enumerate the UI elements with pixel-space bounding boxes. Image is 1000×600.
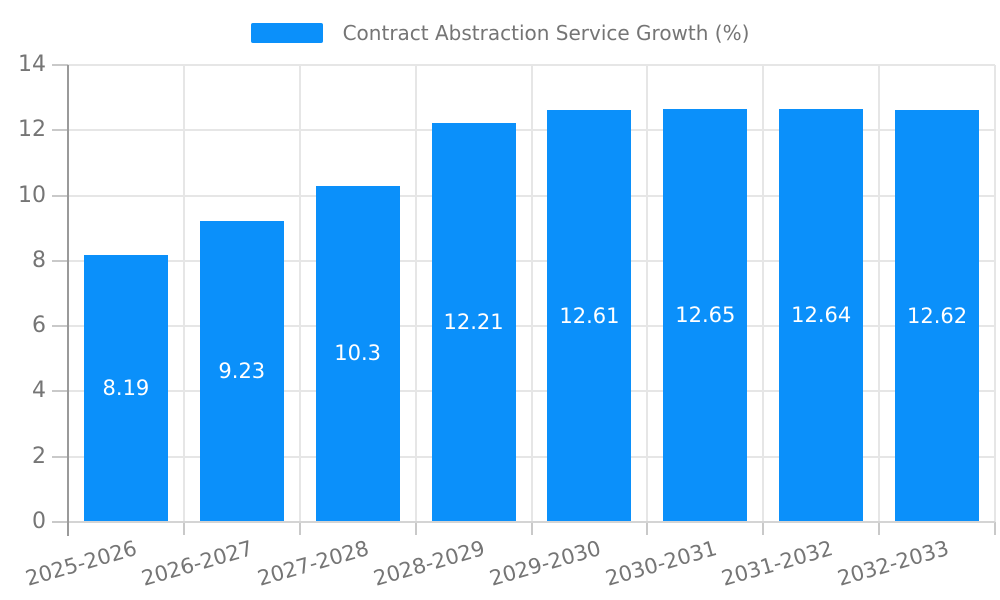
grid-line-vertical: [298, 65, 301, 522]
bar[interactable]: 12.64: [779, 109, 864, 522]
y-axis-tick: [52, 455, 68, 458]
y-axis-tick-label: 14: [18, 52, 46, 77]
x-axis-tick: [182, 522, 185, 535]
y-axis-tick-label: 2: [32, 443, 46, 469]
grid-line-vertical: [762, 65, 765, 522]
x-axis-tick-label: 2027-2028: [255, 536, 372, 591]
legend[interactable]: Contract Abstraction Service Growth (%): [0, 23, 1000, 43]
bar[interactable]: 12.65: [663, 109, 748, 522]
bar[interactable]: 12.61: [547, 110, 632, 522]
y-axis-tick: [52, 390, 68, 393]
bar-value-label: 12.64: [791, 303, 852, 328]
x-axis-tick: [878, 522, 881, 535]
x-axis-tick-label: 2032-2033: [834, 536, 952, 591]
y-axis-tick-label: 12: [18, 117, 46, 143]
y-axis-line: [67, 65, 69, 536]
bar-value-label: 9.23: [218, 358, 266, 383]
y-axis-tick: [52, 521, 68, 523]
y-axis-tick-label: 0: [32, 509, 46, 534]
y-axis-tick-label: 4: [32, 378, 46, 404]
x-axis-tick-label: 2030-2031: [602, 536, 720, 591]
grid-line-vertical: [414, 65, 417, 522]
bar[interactable]: 8.19: [83, 254, 168, 522]
x-axis-tick-label: 2031-2032: [718, 536, 836, 591]
x-axis-tick-label: 2026-2027: [139, 536, 256, 591]
y-axis-tick-label: 6: [32, 313, 46, 339]
bar-value-label: 8.19: [102, 375, 150, 400]
grid-line-vertical: [646, 65, 649, 522]
bar-value-label: 12.62: [906, 303, 968, 328]
y-axis-tick-label: 8: [32, 247, 46, 273]
x-axis-tick: [530, 522, 533, 535]
x-axis-tick-label: 2025-2026: [23, 536, 141, 591]
bar-value-label: 12.65: [675, 303, 736, 328]
grid-line-vertical: [878, 65, 881, 522]
bar[interactable]: 9.23: [199, 220, 284, 522]
x-axis-tick: [646, 522, 649, 535]
legend-swatch-icon: [250, 23, 323, 43]
bar-value-label: 10.3: [334, 341, 382, 366]
plot-area: 0 2 4 6 8 10 12 14 8.19 9.23 10.3 12.21 12.61 12.65 12…: [18, 54, 996, 591]
bar[interactable]: 10.3: [315, 185, 400, 522]
y-axis-tick: [52, 64, 68, 66]
bar[interactable]: 12.62: [895, 110, 980, 522]
bar[interactable]: 12.21: [431, 123, 516, 522]
grid-line-vertical: [994, 65, 996, 522]
grid-line-vertical: [182, 65, 185, 522]
x-axis-tick: [994, 522, 996, 535]
y-axis-tick-label: 10: [18, 182, 46, 208]
x-axis-tick: [762, 522, 765, 535]
y-axis-tick: [52, 325, 68, 328]
x-axis-tick: [298, 522, 301, 535]
grid-line-vertical: [530, 65, 533, 522]
legend-label: Contract Abstraction Service Growth (%): [342, 21, 750, 45]
x-axis-tick: [414, 522, 417, 535]
y-axis-tick: [52, 259, 68, 262]
y-axis-tick: [52, 129, 68, 132]
x-axis-tick-label: 2029-2030: [486, 536, 604, 591]
y-axis-tick: [52, 194, 68, 197]
bar-value-label: 12.61: [559, 303, 620, 328]
bar-value-label: 12.21: [443, 310, 504, 335]
x-axis-line: [68, 521, 995, 523]
x-axis-tick-label: 2028-2029: [370, 536, 488, 591]
